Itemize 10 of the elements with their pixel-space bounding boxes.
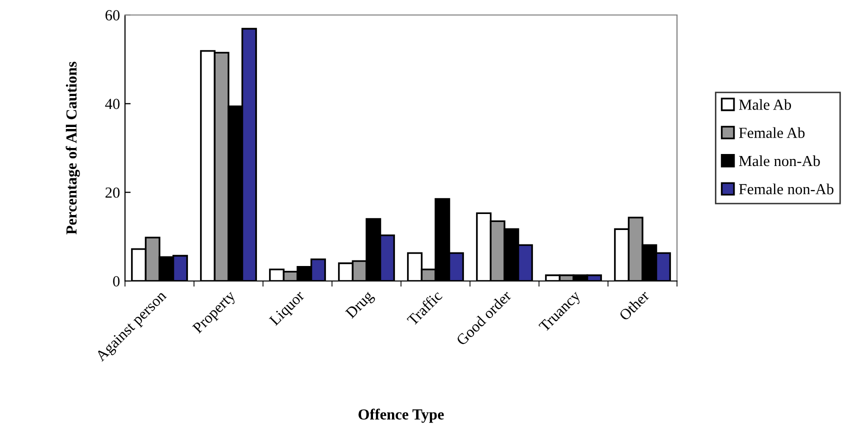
y-tick-label: 40 bbox=[105, 98, 120, 110]
y-tick-label: 20 bbox=[106, 187, 120, 198]
legend-label: Female non-Ab bbox=[738, 184, 834, 194]
legend-label: Female Ab bbox=[738, 127, 805, 138]
y-tick-label: 60 bbox=[106, 10, 120, 20]
legend-label: Male Ab bbox=[738, 99, 792, 110]
legend-label: Male non-Ab bbox=[738, 155, 820, 166]
y-tick-label: 0 bbox=[113, 276, 120, 286]
y-axis-title: Percentage of All Cautions bbox=[66, 62, 80, 234]
x-axis-title: Offence Type bbox=[358, 408, 444, 423]
